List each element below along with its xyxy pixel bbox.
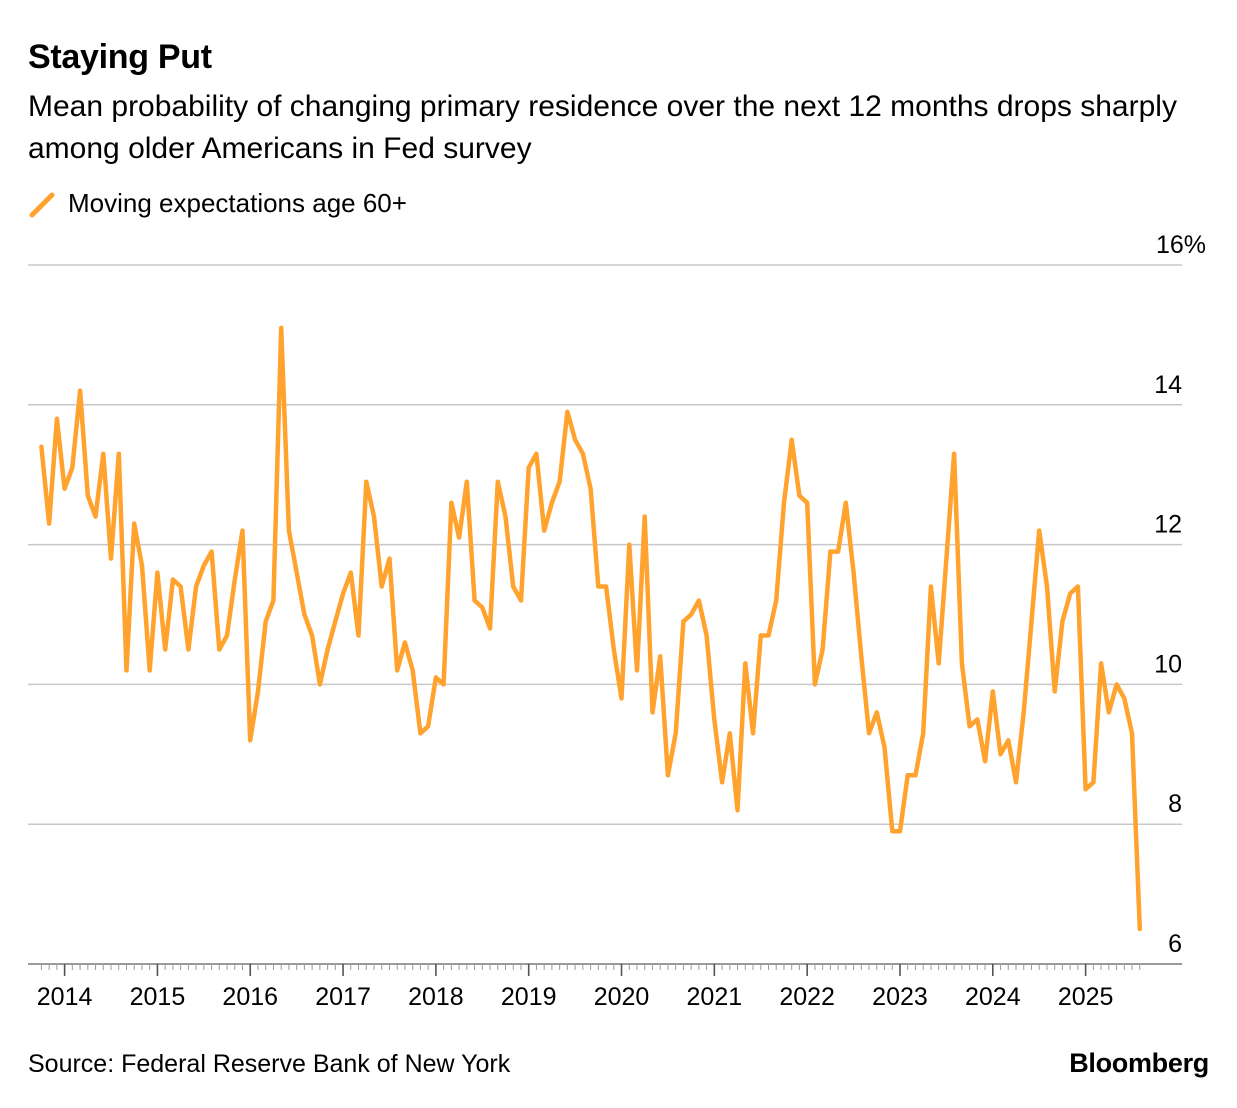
series-layer <box>39 325 1143 932</box>
x-tick-label: 2015 <box>130 983 186 1011</box>
chart-title: Staying Put <box>28 38 212 76</box>
x-tick-label: 2024 <box>965 983 1021 1011</box>
y-tick-label: 10 <box>1154 650 1182 678</box>
y-tick-label: 12 <box>1154 511 1182 539</box>
legend: Moving expectations age 60+ <box>28 188 407 219</box>
y-tick-label: 14 <box>1154 371 1182 399</box>
brand-logo: Bloomberg <box>1069 1048 1209 1078</box>
chart-subtitle: Mean probability of changing primary res… <box>28 90 1177 165</box>
x-tick-label: 2022 <box>779 983 835 1011</box>
x-tick-label: 2025 <box>1058 983 1114 1011</box>
source-note: Source: Federal Reserve Bank of New York <box>28 1050 511 1078</box>
x-tick-label: 2014 <box>37 983 93 1011</box>
legend-swatch-icon <box>29 192 55 217</box>
x-tick-label: 2018 <box>408 983 464 1011</box>
y-tick-label: 16% <box>1156 231 1206 259</box>
x-tick-label: 2017 <box>315 983 371 1011</box>
x-tick-label: 2021 <box>687 983 743 1011</box>
y-axis: 6 8 10 12 14 16% <box>1154 231 1206 958</box>
x-tick-label: 2016 <box>222 983 278 1011</box>
y-tick-label: 8 <box>1168 790 1182 818</box>
x-tick-label: 2020 <box>594 983 650 1011</box>
y-tick-label: 6 <box>1168 930 1182 958</box>
x-tick-label: 2023 <box>872 983 928 1011</box>
series-line <box>39 325 1143 932</box>
x-axis: 2014 2015 2016 2017 2018 2019 2020 2021 2022 2023… <box>37 964 1141 1011</box>
gridlines <box>28 264 1182 965</box>
x-tick-label: 2019 <box>501 983 557 1011</box>
legend-label: Moving expectations age 60+ <box>68 188 407 218</box>
